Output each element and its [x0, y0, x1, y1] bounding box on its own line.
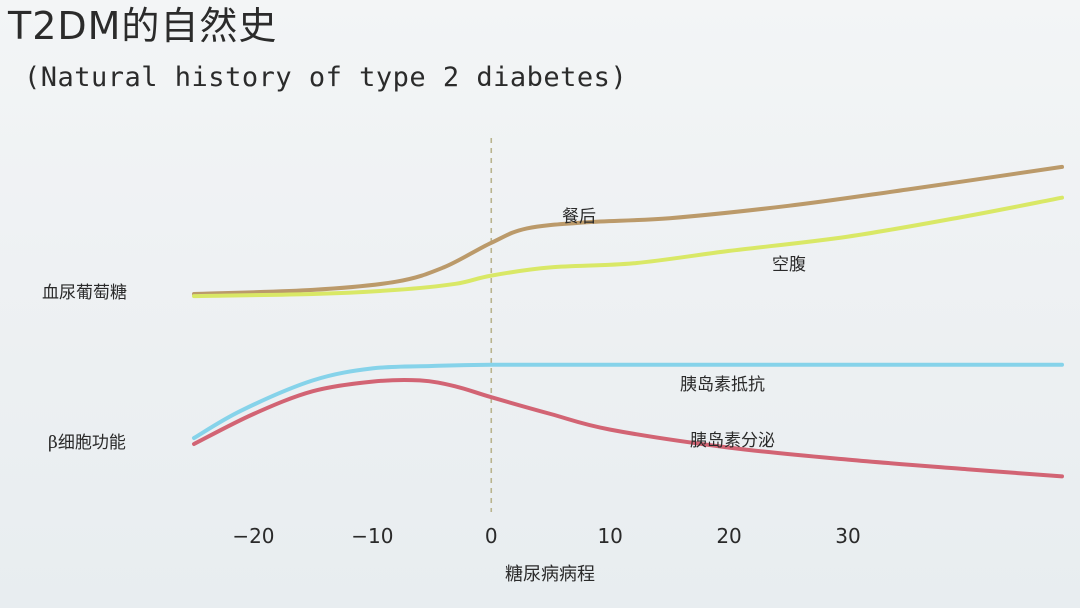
series-label-insulin-secretion: 胰岛素分泌: [690, 431, 775, 451]
bottom-panel-ylabel: β细胞功能: [48, 433, 126, 453]
series-line-postprandial: [192, 164, 1064, 296]
x-tick-label: 30: [835, 524, 860, 548]
chart-subtitle: (Natural history of type 2 diabetes): [24, 62, 628, 93]
series-label-fasting: 空腹: [772, 255, 806, 275]
x-tick-label: −10: [351, 524, 393, 548]
x-tick-label: −20: [232, 524, 274, 548]
x-tick-label: 20: [716, 524, 741, 548]
x-tick-label: 10: [597, 524, 622, 548]
series-label-postprandial: 餐后: [562, 207, 596, 227]
x-axis-label: 糖尿病病程: [505, 564, 595, 585]
top-panel-ylabel: 血尿葡萄糖: [42, 283, 127, 303]
chart-title: T2DM的自然史: [8, 4, 278, 48]
series-line-insulin-resistance: [192, 362, 1064, 440]
series-line-fasting: [192, 195, 1064, 299]
series-label-insulin-resistance: 胰岛素抵抗: [680, 375, 765, 395]
series-line-insulin-secretion: [192, 377, 1064, 479]
x-tick-label: 0: [485, 524, 498, 548]
